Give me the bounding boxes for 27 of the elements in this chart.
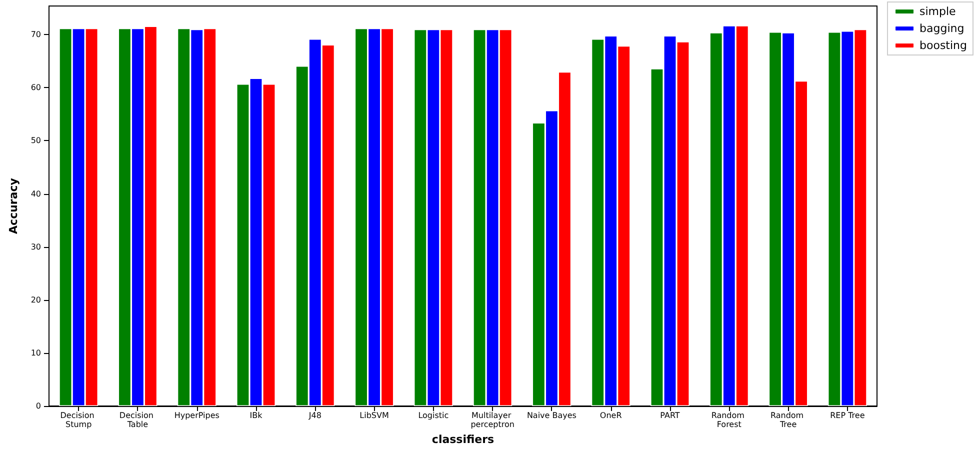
y-tick-label: 50 — [30, 136, 41, 146]
y-tick-label: 0 — [36, 402, 41, 410]
legend-label: bagging — [920, 22, 964, 35]
x-axis-title: classifiers — [432, 433, 495, 446]
y-tick-label: 20 — [30, 295, 41, 304]
x-tick-label: LibSVM — [360, 411, 389, 420]
x-tick-label: Random Forest — [711, 411, 747, 429]
x-tick-label: Multilayer perceptron — [470, 411, 514, 429]
x-tick-label: Decision Table — [119, 411, 156, 429]
y-tick-label: 30 — [30, 242, 41, 252]
x-tick-label: Random Tree — [770, 411, 806, 429]
y-tick-label: 70 — [30, 30, 41, 40]
x-tick-label: Naive Bayes — [526, 411, 576, 420]
y-axis-title: Accuracy — [7, 178, 20, 234]
x-tick-label: OneR — [600, 411, 622, 420]
y-tick-label: 10 — [30, 348, 41, 358]
x-tick-label: Decision Stump — [60, 411, 97, 429]
x-tick-label: J48 — [308, 411, 322, 420]
x-tick-label: HyperPipes — [174, 411, 220, 420]
legend-label: simple — [920, 5, 956, 18]
x-tick-label: Logistic — [418, 411, 449, 420]
x-tick-label: PART — [660, 411, 680, 420]
legend-label: boosting — [920, 39, 968, 52]
x-tick-label: REP Tree — [830, 411, 865, 420]
x-tick-label: IBk — [250, 411, 263, 420]
y-tick-label: 60 — [30, 83, 41, 92]
y-tick-label: 40 — [30, 189, 41, 198]
